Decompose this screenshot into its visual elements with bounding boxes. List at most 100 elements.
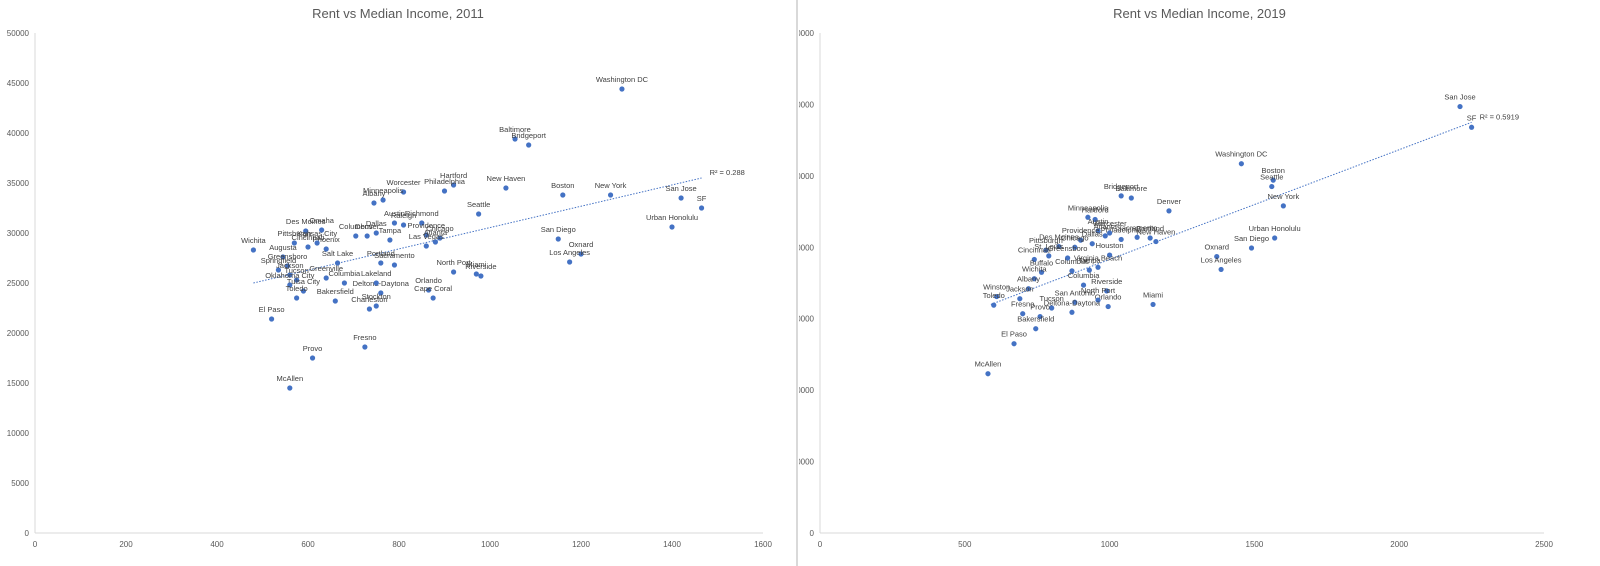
x-tick-label: 600 (301, 540, 315, 549)
data-point (1031, 256, 1037, 263)
data-point (478, 273, 484, 279)
data-label: Columbus (1055, 257, 1089, 266)
data-point (991, 302, 997, 308)
data-point (1020, 311, 1026, 317)
data-label: St. Louis (1034, 242, 1063, 251)
data-point (430, 295, 436, 301)
data-point (1102, 233, 1108, 239)
data-point (284, 263, 291, 269)
data-label: Provo (303, 344, 323, 353)
data-label: Sacramento (374, 251, 414, 260)
data-label: Riverside (465, 262, 496, 271)
data-point (287, 282, 293, 288)
data-label: Sacramento (1117, 223, 1157, 232)
data-point (1072, 299, 1078, 305)
y-tick-label: 15000 (7, 379, 30, 388)
data-point (560, 192, 566, 198)
data-point (1134, 234, 1140, 240)
data-label: Hartford (1082, 205, 1109, 214)
y-tick-label: 50000 (7, 29, 30, 38)
data-label: Pittsburgh (1029, 236, 1063, 245)
data-point (1049, 305, 1055, 311)
data-label: Bakersfield (317, 287, 354, 296)
data-label: San Jose (665, 184, 696, 193)
y-tick-label: 10000 (799, 458, 815, 467)
y-tick-label: 40000 (799, 243, 815, 252)
data-point (1107, 252, 1113, 258)
data-label: Portland (367, 249, 395, 258)
panel-divider (796, 0, 798, 566)
x-tick-label: 2000 (1390, 540, 1408, 549)
data-point (1166, 208, 1172, 214)
data-point (323, 275, 329, 281)
data-point (1218, 266, 1224, 273)
data-label: Philadelphia (1101, 225, 1143, 234)
data-point (1469, 124, 1475, 130)
data-label: Greensboro (1048, 244, 1088, 253)
data-point (269, 316, 275, 322)
data-label: Los Angeles (1201, 255, 1242, 264)
data-point (567, 259, 573, 265)
data-label: Boston (551, 181, 574, 190)
data-label: New Haven (1137, 228, 1176, 237)
data-point (391, 262, 398, 268)
data-label: Philadelphia (424, 177, 466, 186)
data-point (1153, 238, 1159, 245)
data-label: Augusta (269, 243, 297, 252)
data-point (400, 222, 407, 228)
data-point (1078, 237, 1084, 243)
data-label: McAllen (975, 360, 1002, 369)
data-point (423, 232, 429, 238)
data-point (1043, 247, 1049, 253)
data-label: Fresno (1011, 300, 1034, 309)
data-label: Pittsburgh (277, 229, 311, 238)
y-tick-label: 50000 (799, 172, 815, 181)
data-label: Charleston (351, 295, 387, 304)
data-point (1025, 286, 1032, 292)
chart-panel-2011: Rent vs Median Income, 2011 0 5000 10000 15… (0, 0, 796, 566)
data-point (1033, 326, 1039, 332)
data-point (1248, 245, 1255, 251)
data-label: SF (697, 194, 707, 203)
data-label: Bakersfield (1017, 315, 1054, 324)
data-point (698, 205, 705, 211)
data-point (378, 260, 384, 266)
data-point (432, 239, 438, 245)
data-label: Wichita (1022, 265, 1047, 274)
data-point (280, 254, 286, 260)
chart-title: Rent vs Median Income, 2011 (312, 6, 484, 21)
data-label: New Haven (487, 174, 526, 183)
data-point (1104, 288, 1110, 294)
data-label: San Antonio (1055, 288, 1095, 297)
data-label: El Paso (259, 305, 285, 314)
data-point (373, 280, 379, 286)
data-point (1105, 303, 1111, 310)
x-tick-label: 1600 (754, 540, 772, 549)
data-label: Atlanta (424, 228, 448, 237)
data-label: Buffalo (1030, 258, 1053, 267)
data-label: Des Moines (1039, 233, 1079, 242)
data-label: Greensboro (268, 252, 308, 261)
data-point (1038, 269, 1045, 275)
y-tick-label: 60000 (799, 100, 815, 109)
data-label: Providence (408, 221, 446, 230)
data-point (366, 306, 373, 312)
data-label: Dallas (366, 219, 387, 228)
data-point (314, 240, 320, 246)
data-label: Jackson (276, 261, 304, 270)
data-point (362, 344, 368, 350)
x-tick-label: 2500 (1535, 540, 1553, 549)
data-label: Oklahoma City (265, 271, 314, 280)
data-label: Tampa (379, 226, 402, 235)
data-label: Austin (1088, 217, 1109, 226)
data-label: Tucson (1040, 294, 1064, 303)
data-point (607, 192, 614, 198)
data-point (300, 288, 307, 294)
data-point (373, 230, 379, 236)
data-point (1069, 268, 1075, 274)
data-label: Virginia Beach (1074, 253, 1122, 262)
data-point (373, 303, 379, 309)
x-tick-label: 400 (210, 540, 224, 549)
data-label: Richmond (405, 209, 439, 218)
data-point (994, 293, 1000, 300)
